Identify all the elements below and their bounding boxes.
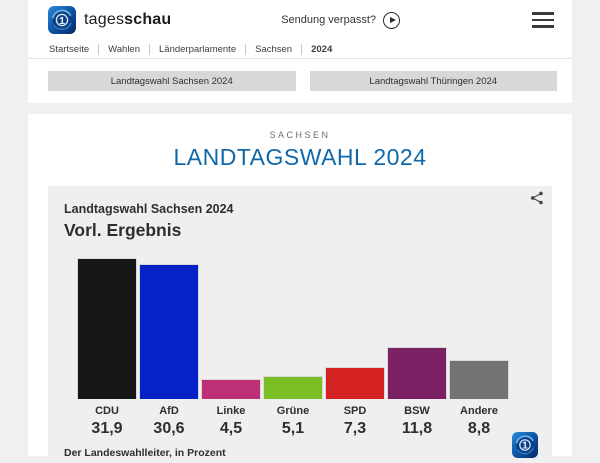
party-value-linke: 4,5: [219, 420, 243, 438]
breadcrumb-wahlen[interactable]: Wahlen: [98, 43, 149, 55]
bar-label-gr-ne: Grüne 5,1: [263, 399, 323, 438]
bar-chart-labels: CDU 31,9 AfD 30,6 Linke 4,5 Grüne 5,1 SPD 7,3 BSW 1…: [64, 399, 536, 438]
missed-broadcast-link[interactable]: Sendung verpasst?: [281, 11, 400, 29]
bar-linke: [201, 379, 261, 400]
page-title: LANDTAGSWAHL 2024: [173, 144, 427, 170]
chart-source: Der Landeswahlleiter, in Prozent: [64, 447, 226, 460]
chart-subtitle: Vorl. Ergebnis: [64, 220, 182, 241]
bar-andere: [449, 360, 509, 400]
election-chart-panel: Landtagswahl Sachsen 2024 Vorl. Ergebnis…: [48, 186, 552, 462]
page-column: tagesschau Sendung verpasst? Startseite …: [28, 0, 572, 462]
party-name-bsw: BSW: [404, 405, 430, 418]
party-value-bsw: 11,8: [401, 420, 433, 438]
top-bar: tagesschau Sendung verpasst?: [28, 0, 572, 40]
chart-title: Landtagswahl Sachsen 2024: [64, 202, 234, 217]
main-article-card: SACHSEN LANDTAGSWAHL 2024 Landtagswahl S…: [28, 114, 572, 462]
share-icon[interactable]: [530, 191, 544, 205]
site-header: tagesschau Sendung verpasst? Startseite …: [28, 0, 572, 103]
bar-cdu: [77, 258, 137, 400]
quick-link-thueringen-button[interactable]: Landtagswahl Thüringen 2024: [309, 71, 557, 91]
play-circle-icon[interactable]: [383, 11, 400, 29]
bar-chart: [64, 258, 536, 400]
bar-label-afd: AfD 30,6: [139, 399, 199, 438]
tagesschau-logo-icon[interactable]: [47, 5, 77, 35]
tagesschau-mini-logo-icon: [511, 431, 539, 460]
party-name-afd: AfD: [159, 405, 179, 418]
brand-regular: tages: [84, 11, 125, 28]
breadcrumb: Startseite Wahlen Länderparlamente Sachs…: [28, 40, 572, 59]
party-name-linke: Linke: [216, 405, 246, 418]
party-value-afd: 30,6: [153, 420, 185, 438]
bar-afd: [139, 264, 199, 400]
party-name-cdu: CDU: [95, 405, 119, 418]
bar-gr-ne: [263, 376, 323, 400]
missed-broadcast-label: Sendung verpasst?: [281, 14, 376, 26]
bar-label-bsw: BSW 11,8: [387, 399, 447, 438]
party-name-gr-ne: Grüne: [276, 405, 310, 418]
party-value-cdu: 31,9: [91, 420, 123, 438]
brand-wordmark[interactable]: tagesschau: [84, 11, 171, 29]
breadcrumb-sachsen[interactable]: Sachsen: [245, 43, 301, 55]
party-value-andere: 8,8: [467, 420, 491, 438]
bar-label-spd: SPD 7,3: [325, 399, 385, 438]
party-value-gr-ne: 5,1: [281, 420, 305, 438]
breadcrumb-laenderparlamente[interactable]: Länderparlamente: [149, 43, 245, 55]
hamburger-menu-icon[interactable]: [532, 8, 554, 31]
party-value-spd: 7,3: [343, 420, 367, 438]
quick-links-row: Landtagswahl Sachsen 2024 Landtagswahl T…: [28, 59, 572, 103]
party-name-spd: SPD: [343, 405, 367, 418]
bar-spd: [325, 367, 385, 400]
bar-label-cdu: CDU 31,9: [77, 399, 137, 438]
quick-link-sachsen-button[interactable]: Landtagswahl Sachsen 2024: [48, 71, 296, 91]
breadcrumb-2024[interactable]: 2024: [301, 43, 341, 55]
bar-bsw: [387, 347, 447, 400]
bar-label-andere: Andere 8,8: [449, 399, 509, 438]
brand-bold: schau: [124, 11, 172, 28]
kicker-label: SACHSEN: [269, 130, 331, 140]
breadcrumb-startseite[interactable]: Startseite: [49, 43, 90, 55]
bar-label-linke: Linke 4,5: [201, 399, 261, 438]
party-name-andere: Andere: [460, 405, 498, 418]
